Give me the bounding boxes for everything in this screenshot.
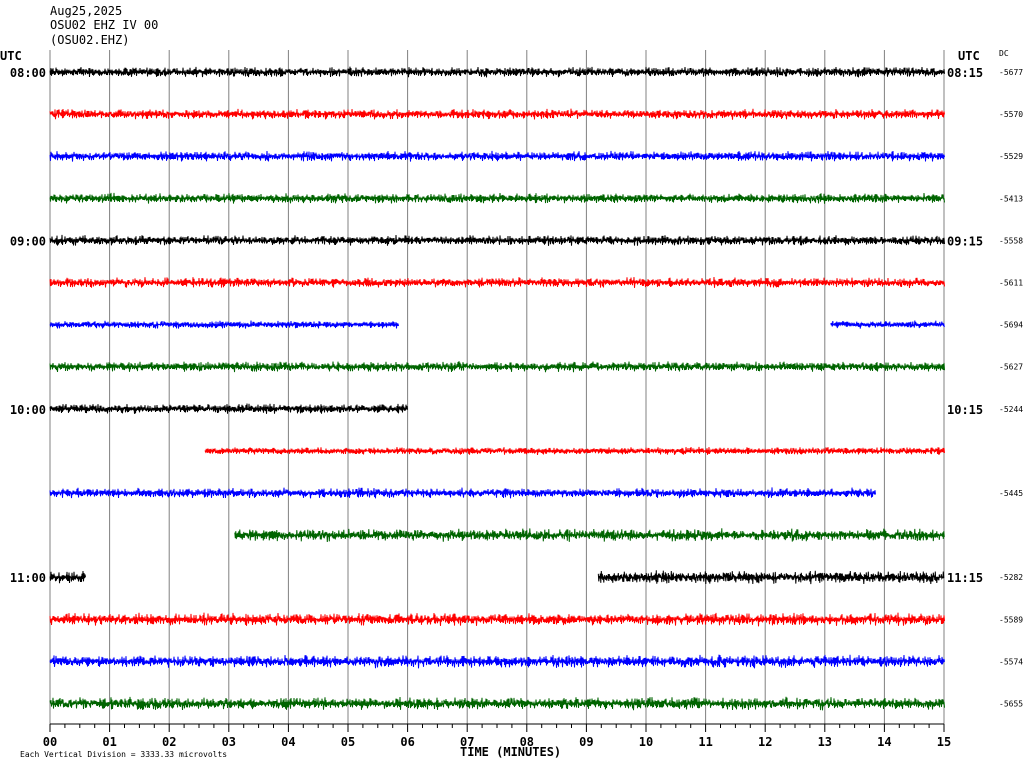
dc-value: -5413 bbox=[999, 194, 1023, 203]
trace-row-6 bbox=[830, 320, 945, 329]
dc-value: -5558 bbox=[999, 236, 1023, 245]
scale-note: Each Vertical Division = 3333.33 microvo… bbox=[20, 750, 228, 759]
left-utc-label: UTC bbox=[0, 49, 22, 63]
chart-date: Aug25,2025 bbox=[50, 4, 123, 18]
trace-row-7 bbox=[49, 361, 945, 373]
x-tick-label: 15 bbox=[937, 735, 951, 749]
trace-row-12 bbox=[49, 570, 86, 584]
trace-row-9 bbox=[204, 446, 945, 455]
x-tick-label: 05 bbox=[341, 735, 355, 749]
dc-value: -5589 bbox=[999, 615, 1023, 624]
x-tick-label: 08 bbox=[520, 735, 534, 749]
x-tick-label: 09 bbox=[579, 735, 593, 749]
x-tick-label: 13 bbox=[818, 735, 832, 749]
trace-row-12 bbox=[597, 570, 945, 585]
right-hour-label: 10:15 bbox=[947, 403, 983, 417]
left-hour-label: 09:00 bbox=[10, 234, 46, 248]
right-hour-label: 11:15 bbox=[947, 571, 983, 585]
left-hour-label: 11:00 bbox=[10, 571, 46, 585]
trace-row-11 bbox=[234, 528, 945, 543]
dc-value: -5570 bbox=[999, 110, 1023, 119]
x-tick-label: 01 bbox=[102, 735, 116, 749]
trace-row-3 bbox=[49, 192, 945, 204]
trace-row-4 bbox=[49, 234, 945, 246]
x-axis-label: TIME (MINUTES) bbox=[460, 745, 562, 759]
trace-row-13 bbox=[49, 612, 945, 627]
trace-row-0 bbox=[49, 66, 945, 78]
x-tick-label: 00 bbox=[43, 735, 57, 749]
x-tick-label: 07 bbox=[460, 735, 474, 749]
left-hour-label: 10:00 bbox=[10, 403, 46, 417]
right-utc-label: UTC bbox=[958, 49, 980, 63]
dc-value: -5445 bbox=[999, 489, 1023, 498]
x-tick-label: 04 bbox=[281, 735, 295, 749]
left-hour-label: 08:00 bbox=[10, 66, 46, 80]
dc-value: -5655 bbox=[999, 700, 1023, 709]
dc-value: -5611 bbox=[999, 279, 1023, 288]
dc-value: -5694 bbox=[999, 321, 1023, 330]
x-tick-label: 02 bbox=[162, 735, 176, 749]
dc-value: -5574 bbox=[999, 657, 1023, 666]
trace-row-14 bbox=[49, 654, 945, 669]
dc-value: -5677 bbox=[999, 68, 1023, 77]
dc-label: DC bbox=[999, 49, 1009, 58]
trace-row-15 bbox=[49, 696, 945, 711]
dc-value: -5282 bbox=[999, 573, 1023, 582]
dc-value: -5627 bbox=[999, 363, 1023, 372]
x-tick-label: 11 bbox=[698, 735, 712, 749]
dc-value: -5529 bbox=[999, 152, 1023, 161]
right-hour-label: 09:15 bbox=[947, 234, 983, 248]
trace-row-5 bbox=[49, 276, 945, 289]
trace-row-1 bbox=[49, 108, 945, 120]
x-tick-label: 06 bbox=[400, 735, 414, 749]
trace-row-8 bbox=[49, 403, 408, 414]
x-tick-label: 14 bbox=[877, 735, 891, 749]
trace-row-6 bbox=[49, 320, 399, 329]
x-tick-label: 10 bbox=[639, 735, 653, 749]
x-tick-label: 03 bbox=[222, 735, 236, 749]
dc-value: -5244 bbox=[999, 405, 1023, 414]
trace-row-10 bbox=[49, 487, 876, 499]
right-hour-label: 08:15 bbox=[947, 66, 983, 80]
chart-station: OSU02 EHZ IV 00 bbox=[50, 18, 159, 32]
x-tick-label: 12 bbox=[758, 735, 772, 749]
trace-row-2 bbox=[49, 150, 945, 162]
chart-station-code: (OSU02.EHZ) bbox=[50, 33, 130, 47]
